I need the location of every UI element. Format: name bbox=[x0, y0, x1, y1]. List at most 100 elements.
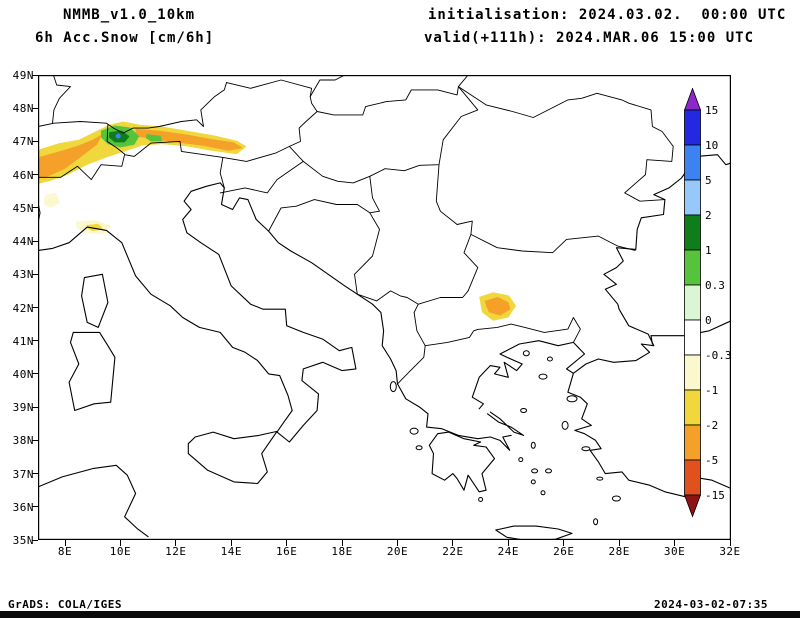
x-axis-tick bbox=[230, 540, 232, 546]
island bbox=[593, 518, 599, 526]
colorbar-label: -1 bbox=[705, 384, 718, 397]
x-axis-tick bbox=[507, 540, 509, 546]
y-axis-label: 39N bbox=[12, 401, 34, 415]
colorbar-arrow-bottom bbox=[684, 494, 702, 518]
x-axis-label: 26E bbox=[553, 545, 575, 558]
y-axis-label: 47N bbox=[12, 135, 34, 149]
snow-patch-alps-orange-east bbox=[135, 128, 243, 151]
x-axis-tick bbox=[674, 540, 676, 546]
country-border bbox=[316, 75, 469, 116]
map-plot-area bbox=[38, 75, 731, 540]
colorbar-label: 2 bbox=[705, 209, 712, 222]
coastline bbox=[428, 431, 496, 493]
colorbar-segment bbox=[684, 249, 701, 286]
y-axis-label: 42N bbox=[12, 301, 34, 315]
island bbox=[546, 356, 553, 362]
y-axis-label: 40N bbox=[12, 367, 34, 381]
colorbar-segment bbox=[684, 424, 701, 461]
colorbar-segment bbox=[684, 284, 701, 321]
x-axis-label: 14E bbox=[220, 545, 242, 558]
country-border bbox=[356, 290, 419, 305]
y-axis-tick bbox=[32, 273, 38, 275]
country-border bbox=[424, 317, 581, 347]
country-border bbox=[226, 75, 346, 98]
x-axis-tick bbox=[563, 540, 565, 546]
x-axis-label: 24E bbox=[497, 545, 519, 558]
x-axis-tick bbox=[286, 540, 288, 546]
x-axis-tick bbox=[119, 540, 121, 546]
x-axis-label: 22E bbox=[442, 545, 464, 558]
colorbar-label: 15 bbox=[705, 104, 718, 117]
island bbox=[561, 420, 569, 430]
y-axis-label: 48N bbox=[12, 102, 34, 116]
country-border bbox=[38, 82, 227, 134]
country-border bbox=[413, 290, 469, 313]
y-axis-tick bbox=[32, 506, 38, 508]
x-axis-label: 8E bbox=[57, 545, 73, 558]
coastline bbox=[486, 411, 525, 436]
y-axis-label: 49N bbox=[12, 69, 34, 82]
x-axis-label: 18E bbox=[331, 545, 353, 558]
colorbar-label: 0.3 bbox=[705, 279, 725, 292]
country-border bbox=[288, 86, 479, 184]
creation-timestamp: 2024-03-02-07:35 bbox=[654, 598, 768, 611]
x-axis-tick bbox=[397, 540, 398, 546]
snow-patch-bulgaria-orange bbox=[484, 296, 511, 316]
y-axis-tick bbox=[32, 307, 38, 308]
island bbox=[596, 476, 604, 481]
island bbox=[581, 446, 591, 452]
snow-patch-alps-blue-speck bbox=[115, 133, 121, 139]
y-axis-tick bbox=[32, 373, 38, 375]
country-border bbox=[219, 160, 304, 194]
y-axis-tick bbox=[32, 207, 38, 209]
coastline bbox=[38, 464, 149, 538]
coastline bbox=[396, 383, 491, 440]
y-axis-tick bbox=[32, 406, 38, 408]
island bbox=[409, 427, 419, 435]
x-axis-label: 28E bbox=[608, 545, 630, 558]
colorbar-segment bbox=[684, 179, 701, 216]
island bbox=[530, 441, 536, 449]
colorbar-label: 10 bbox=[705, 139, 718, 152]
colorbar-segment bbox=[684, 459, 701, 496]
colorbar-arrow-top bbox=[684, 88, 702, 111]
island bbox=[538, 373, 548, 380]
x-axis-tick bbox=[341, 540, 343, 546]
country-border bbox=[470, 233, 636, 254]
y-axis-tick bbox=[32, 140, 38, 142]
island bbox=[566, 395, 578, 403]
colorbar-label: -5 bbox=[705, 454, 718, 467]
country-border bbox=[106, 123, 126, 155]
x-axis-tick bbox=[729, 540, 731, 546]
colorbar-label: -15 bbox=[705, 489, 725, 502]
y-axis-label: 36N bbox=[12, 500, 34, 514]
snow-patch-piedmont-cream bbox=[43, 192, 60, 208]
x-axis-tick bbox=[64, 540, 66, 546]
colorbar: 15 10 5 2 1 0.3 0 -0.3 -1 -2 -5 -15 bbox=[684, 88, 732, 518]
y-axis-tick bbox=[32, 240, 38, 242]
y-axis-tick bbox=[32, 473, 38, 475]
y-axis-label: 43N bbox=[12, 268, 34, 282]
x-axis-label: 12E bbox=[165, 545, 187, 558]
island bbox=[545, 468, 552, 474]
y-axis-tick bbox=[32, 174, 38, 176]
country-border bbox=[219, 156, 225, 189]
bottom-bar bbox=[0, 611, 800, 618]
y-axis-label: 38N bbox=[12, 434, 34, 448]
country-border bbox=[288, 96, 318, 147]
x-axis-label: 20E bbox=[386, 545, 409, 558]
init-time: initialisation: 2024.03.02. 00:00 UTC bbox=[428, 7, 787, 23]
x-axis-tick bbox=[175, 540, 177, 546]
coastline bbox=[567, 372, 731, 498]
country-border bbox=[435, 164, 479, 292]
island bbox=[520, 408, 528, 413]
y-axis-tick bbox=[32, 439, 38, 441]
x-axis-tick bbox=[452, 540, 454, 546]
snow-patch-alps-orange-west bbox=[38, 134, 103, 179]
colorbar-segment bbox=[684, 389, 701, 426]
y-axis-label: 41N bbox=[12, 334, 34, 348]
model-name: NMMB_v1.0_10km bbox=[63, 7, 196, 23]
y-axis-label: 45N bbox=[12, 201, 34, 215]
island bbox=[530, 479, 536, 485]
coastline bbox=[68, 331, 116, 412]
